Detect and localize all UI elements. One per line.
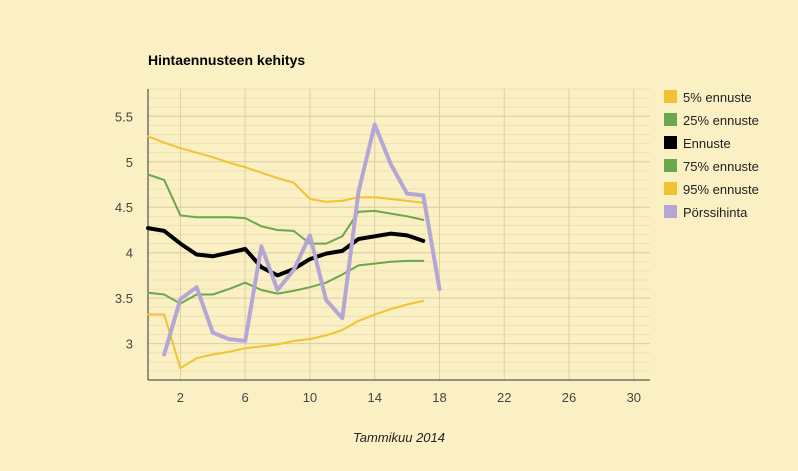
legend-swatch xyxy=(664,136,677,149)
legend-label: 5% ennuste xyxy=(683,90,752,105)
chart-title: Hintaennusteen kehitys xyxy=(148,52,305,68)
x-tick-label: 10 xyxy=(303,390,317,405)
y-tick-label: 5 xyxy=(126,155,133,170)
legend-swatch xyxy=(664,182,677,195)
legend-label: Ennuste xyxy=(683,136,731,151)
legend-label: 75% ennuste xyxy=(683,159,759,174)
legend-swatch xyxy=(664,90,677,103)
axes xyxy=(147,89,650,381)
x-tick-label: 18 xyxy=(432,390,446,405)
x-axis-label: Tammikuu 2014 xyxy=(353,430,445,445)
series-line xyxy=(162,122,442,357)
series-line xyxy=(146,226,426,278)
series-lines xyxy=(146,122,442,370)
legend: 5% ennuste 25% ennuste Ennuste 75% ennuste 9… xyxy=(664,90,759,220)
y-tick-labels: 3 3.5 4 4.5 5 5.5 xyxy=(115,109,133,351)
legend-label: 95% ennuste xyxy=(683,182,759,197)
x-tick-label: 2 xyxy=(177,390,184,405)
legend-swatch xyxy=(664,205,677,218)
x-tick-label: 14 xyxy=(367,390,381,405)
series-line xyxy=(147,299,425,370)
y-tick-label: 5.5 xyxy=(115,109,133,124)
x-tick-labels: 2 6 10 14 18 22 26 30 xyxy=(177,390,641,405)
legend-swatch xyxy=(664,159,677,172)
legend-label: 25% ennuste xyxy=(683,113,759,128)
x-tick-label: 6 xyxy=(242,390,249,405)
series-line xyxy=(147,173,425,245)
series-line xyxy=(147,135,425,204)
y-tick-label: 3.5 xyxy=(115,291,133,306)
x-tick-label: 30 xyxy=(627,390,641,405)
x-tick-label: 22 xyxy=(497,390,511,405)
y-tick-label: 4 xyxy=(126,246,133,261)
series-line xyxy=(147,259,425,305)
y-tick-label: 4.5 xyxy=(115,200,133,215)
legend-swatch xyxy=(664,113,677,126)
x-tick-label: 26 xyxy=(562,390,576,405)
y-tick-label: 3 xyxy=(126,337,133,352)
legend-label: Pörssihinta xyxy=(683,205,748,220)
